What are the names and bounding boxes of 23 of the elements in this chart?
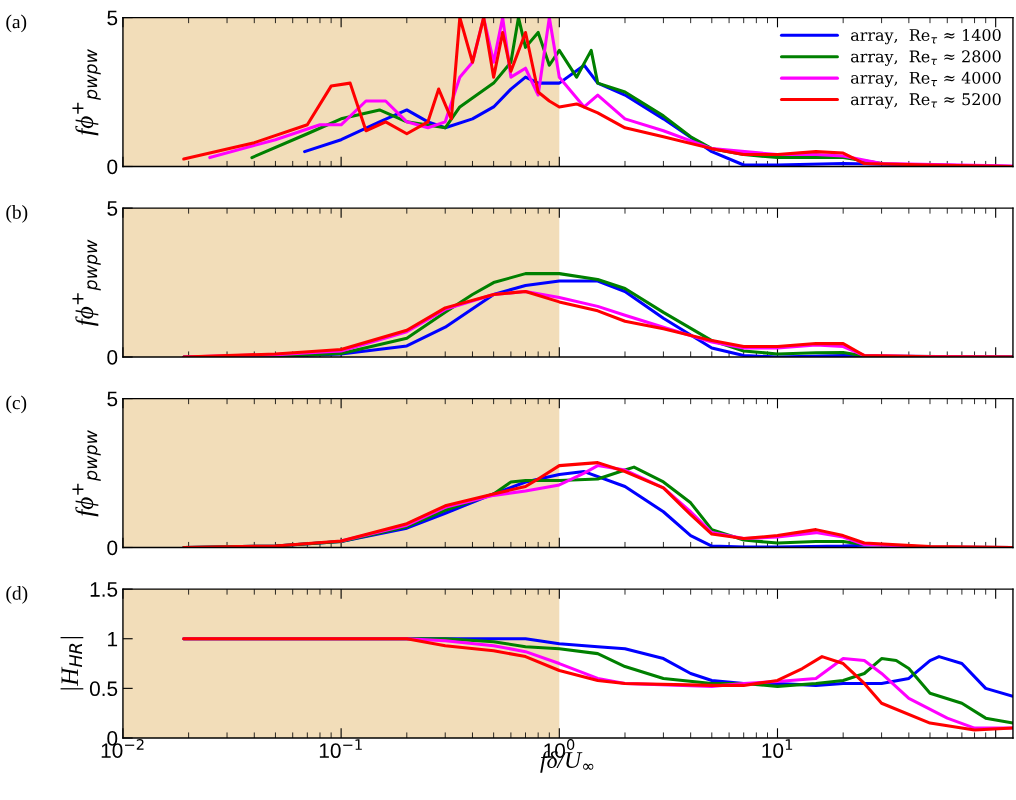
legend-label: array, Re$_{τ}$ ≈ 5200 [850, 93, 1001, 109]
text: (c) [6, 395, 27, 414]
y-axis-title: fϕ$^{+}$$_{pwpw}$ [72, 49, 101, 136]
y-tick-label: 0.5 [89, 681, 118, 697]
legend-label: array, Re$_{τ}$ ≈ 1400 [850, 28, 1001, 45]
y-axis-title: fϕ$^{+}$$_{pwpw}$ [72, 239, 101, 326]
y-tick-label: 5 [107, 391, 118, 407]
legend-label: array, Re$_{τ}$ ≈ 2800 [850, 50, 1001, 66]
y-tick-label: 0 [107, 159, 118, 175]
y-tick-label: 5 [107, 10, 118, 26]
y-tick-label: 5 [107, 201, 118, 216]
y-tick-label: 1.5 [90, 582, 118, 597]
x-tick-label: 10$^{−1}$ [319, 739, 362, 759]
text: (d) [6, 586, 28, 604]
y-tick-label: 0 [107, 540, 118, 556]
y-axis-title: |H$_{HR}$| [60, 637, 84, 690]
y-tick-label: 0 [107, 350, 118, 365]
y-tick-label: 1 [108, 631, 118, 647]
text: (b) [6, 205, 28, 223]
text: (a) [6, 14, 27, 33]
x-tick-label: 10$^{1}$ [762, 739, 793, 759]
y-axis-title: fϕ$^{+}$$_{pwpw}$ [72, 430, 101, 517]
legend-label: array, Re$_{τ}$ ≈ 4000 [850, 71, 1001, 88]
